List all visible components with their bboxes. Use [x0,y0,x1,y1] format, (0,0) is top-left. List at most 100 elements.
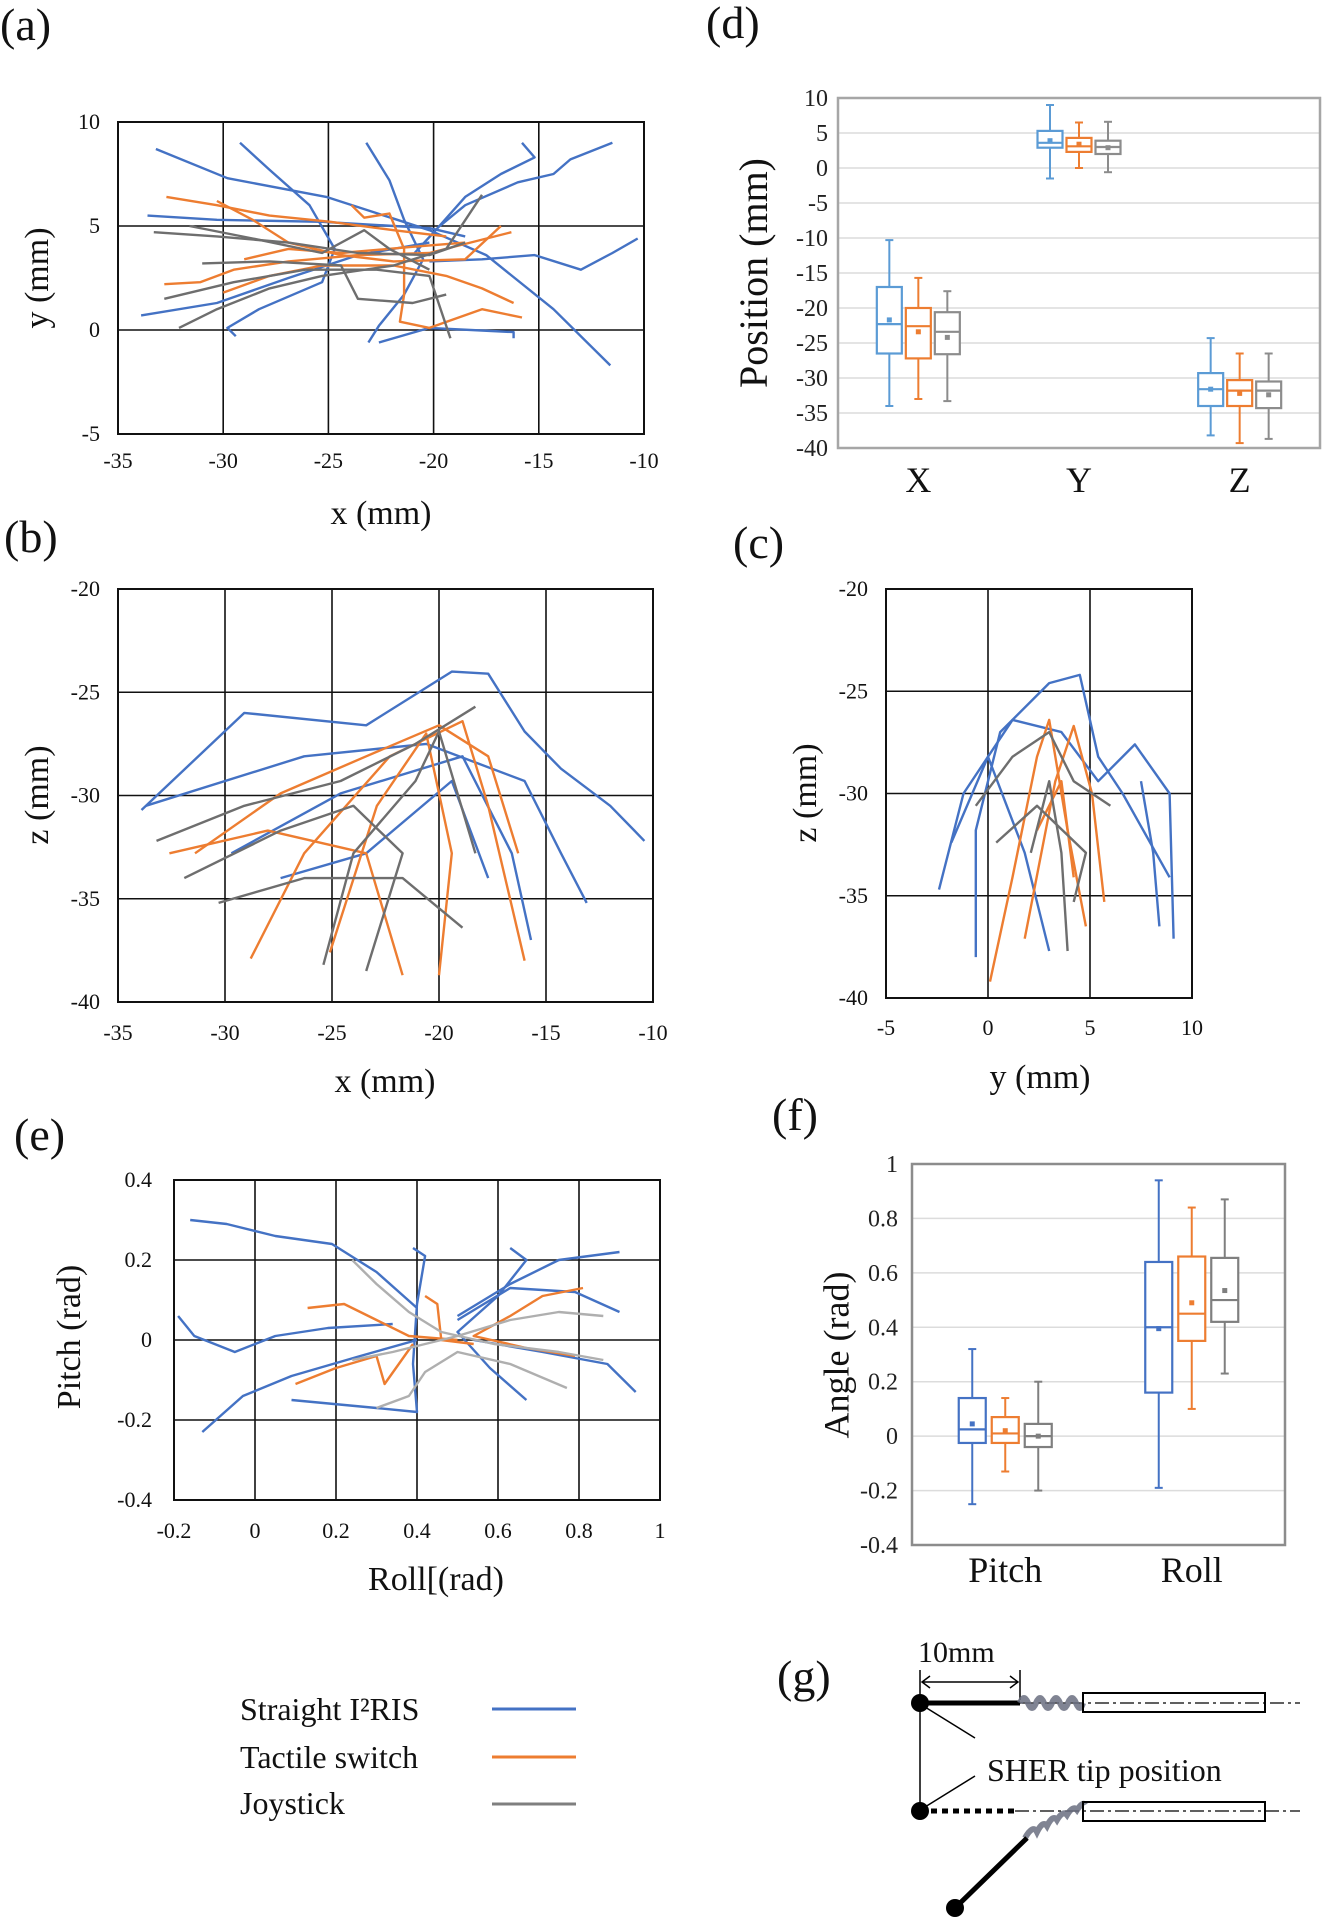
y-axis-title: Angle (rad) [816,1272,856,1439]
trajectory-joystick [164,268,452,339]
trajectory-straight-i-ris [140,670,646,842]
mean-marker [1035,1433,1041,1439]
box-joystick-z [1255,352,1283,440]
trajectory-straight-i-ris [950,755,1051,952]
x-tick-label: -35 [103,448,132,473]
category-label: Pitch [968,1550,1042,1590]
trajectory-tactile-switch [194,724,520,855]
y-tick-label: 0.8 [868,1206,898,1232]
trajectory-tactile-switch [1023,724,1106,939]
leader-line-bottom [924,1775,976,1808]
box-iqr [990,1415,1020,1445]
trajectory-straight-i-ris [365,142,425,344]
trajectory-straight-i-ris [140,241,430,317]
trajectory-tactile-switch [1035,780,1075,878]
diagram-g: (g) 10mm SHER tip position [777,1636,1300,1917]
x-axis-title: Roll[(rad) [368,1561,504,1598]
y-tick-label: 10 [78,109,100,134]
trajectory-straight-i-ris [280,779,490,880]
trajectory-joystick [351,1259,604,1362]
panel-label-f: (f) [772,1089,818,1140]
trajectory-joystick [1029,780,1069,952]
trajectory-tactile-switch [166,195,447,238]
scale-label: 10mm [918,1636,995,1669]
x-tick-label: -30 [210,1020,239,1045]
x-tick-label: -5 [877,1015,895,1040]
y-axis-title: z (mm) [787,743,824,842]
y-tick-label: -35 [71,886,100,911]
x-tick-label: 0 [250,1518,261,1543]
x-axis-title: x (mm) [330,495,431,532]
y-tick-label: -20 [71,576,100,601]
y-axis-title: Pitch (rad) [51,1265,88,1409]
legend-label-joystick: Joystick [240,1785,345,1821]
box-straight-i-ris-pitch [957,1348,987,1506]
y-tick-label: -0.4 [117,1487,152,1512]
trajectory-tactile-switch [328,732,453,976]
y-tick-label: 0 [89,317,100,342]
x-tick-label: -25 [314,448,343,473]
mean-marker [1047,138,1053,144]
x-tick-label: 1 [655,1518,666,1543]
box-tactile-switch-x [904,276,932,400]
y-tick-label: -25 [839,678,868,703]
panel-label-b: (b) [4,511,58,562]
x-tick-label: 0.8 [565,1518,593,1543]
trajectory-straight-i-ris [456,1286,620,1322]
trajectory-straight-i-ris [201,1338,418,1433]
trajectory-joystick [376,1350,568,1410]
trajectory-joystick [322,730,477,966]
box-tactile-switch-roll [1177,1206,1207,1410]
box-straight-i-ris-roll [1144,1179,1174,1489]
y-tick-label: 0.2 [868,1370,898,1396]
x-axis-title: y (mm) [989,1059,1090,1096]
box-tactile-switch-y [1065,121,1093,169]
mean-marker [1002,1428,1008,1434]
trajectory-straight-i-ris [230,755,533,941]
x-axis-title: x (mm) [334,1063,435,1100]
y-tick-label: 0 [816,156,828,182]
trajectory-joystick [974,730,1112,807]
y-tick-label: 0 [141,1327,152,1352]
panel-label-g: (g) [777,1651,831,1702]
category-label: Y [1066,460,1092,500]
box-tactile-switch-pitch [990,1397,1020,1473]
plot-frame [885,588,1193,999]
panel-d: (d) -40 -35 -30 -25 -20 -15 -10 -5 0 5 10 X Y Z Positio… [706,0,1322,500]
mean-marker [1208,386,1214,392]
trajectory-straight-i-ris [456,1247,528,1401]
panel-label-a: (a) [0,0,51,50]
trajectory-straight-i-ris [155,147,612,367]
mean-marker [969,1421,975,1427]
spring-top [1017,1695,1086,1711]
mean-marker [1266,392,1272,398]
y-tick-label: -0.2 [117,1407,152,1432]
y-tick-label: -30 [71,783,100,808]
trajectory-straight-i-ris [456,1250,620,1318]
panel-label-c: (c) [733,517,784,568]
trajectory-tactile-switch [222,264,515,305]
y-tick-label: 5 [89,213,100,238]
mean-marker [886,317,892,323]
panel-b: (b)-35 -30 -25 -20 -15 -10-40-35-30-25-20x (m… [4,511,668,1100]
mean-marker [1189,1300,1195,1306]
x-tick-label: 10 [1181,1015,1203,1040]
trajectory-straight-i-ris [413,142,536,254]
trajectory-tactile-switch [243,241,466,261]
trajectory-tactile-switch [307,1302,458,1342]
plot-frame [173,1179,661,1501]
y-tick-label: -40 [796,436,828,462]
trajectory-joystick [189,224,430,271]
box-tactile-switch-z [1226,352,1254,445]
scale-arrow [920,1675,1020,1689]
x-tick-label: -30 [209,448,238,473]
trajectory-joystick [183,804,404,972]
y-tick-label: -35 [839,883,868,908]
box-straight-i-ris-z [1197,337,1225,437]
mean-marker [915,329,921,335]
y-axis-title: z (mm) [19,745,56,844]
panel-e: (e)-0.2 0 0.2 0.4 0.6 0.8 1-0.4-0.200.20.4Roll… [14,1109,666,1598]
plot-frame [836,96,1322,450]
x-tick-label: -0.2 [157,1518,192,1543]
